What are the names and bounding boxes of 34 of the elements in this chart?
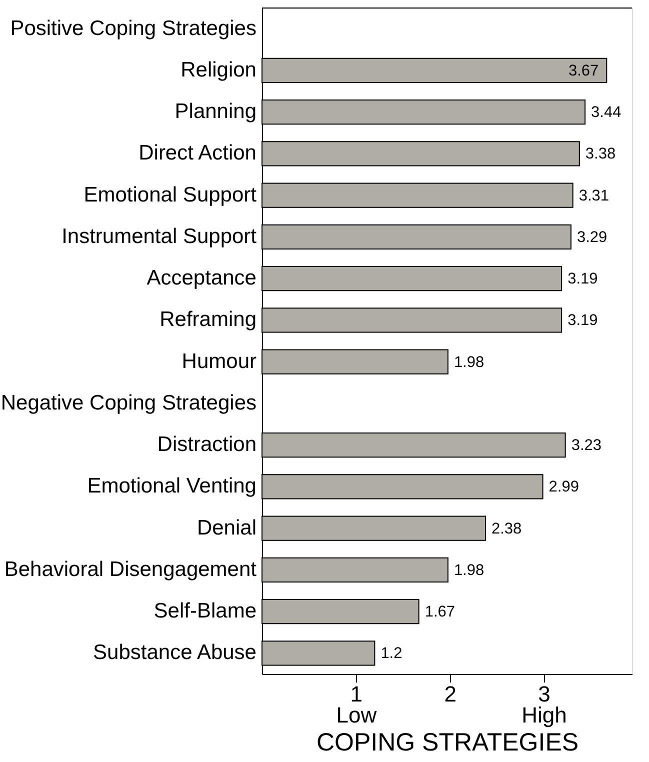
- y-tick-label: Distraction: [157, 433, 256, 456]
- y-tick-label: Negative Coping Strategies: [0, 391, 256, 414]
- x-tick-label: 2: [444, 682, 456, 706]
- data-label: 3.19: [568, 270, 598, 288]
- data-label: 2.38: [492, 520, 522, 538]
- data-label: 3.29: [576, 228, 608, 246]
- y-tick-label: Behavioral Disengagement: [4, 558, 257, 581]
- y-tick-label: Religion: [180, 58, 256, 82]
- data-label: 3.38: [585, 146, 616, 163]
- y-tick-label: Planning: [174, 100, 256, 124]
- y-tick-label: Substance Abuse: [93, 641, 256, 664]
- y-tick-label: Emotional Support: [84, 183, 257, 206]
- data-label: 3.67: [568, 62, 599, 80]
- data-label: 2.99: [548, 478, 579, 496]
- data-label: 1.98: [454, 562, 484, 579]
- data-label: 3.31: [578, 187, 610, 204]
- y-tick-label: Positive Coping Strategies: [10, 16, 256, 40]
- y-tick-label: Humour: [182, 350, 256, 373]
- y-tick-label: Emotional Venting: [87, 474, 256, 498]
- data-label: 1.67: [424, 604, 455, 621]
- y-tick-label: Self-Blame: [154, 600, 256, 623]
- y-tick-label: Denial: [196, 516, 256, 540]
- data-label: 1.2: [380, 645, 402, 662]
- data-label: 1.98: [454, 354, 484, 371]
- y-tick-label: Instrumental Support: [62, 224, 257, 248]
- x-tick-label: 1 Low: [336, 682, 377, 728]
- data-label: 3.23: [571, 437, 602, 454]
- y-tick-label: Direct Action: [138, 142, 256, 165]
- data-label: 3.19: [568, 312, 598, 330]
- x-tick-label: 3 High: [522, 682, 567, 728]
- y-tick-label: Acceptance: [146, 266, 256, 290]
- y-tick-label: Reframing: [160, 308, 256, 332]
- x-axis-title: COPING STRATEGIES: [316, 728, 579, 756]
- data-label: 3.44: [591, 104, 622, 122]
